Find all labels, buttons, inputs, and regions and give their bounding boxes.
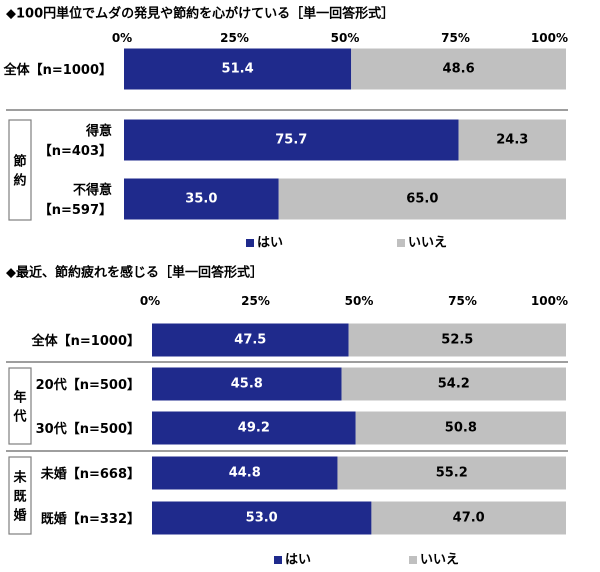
data-label: 52.5 xyxy=(441,333,473,348)
bar-no xyxy=(458,119,566,161)
group-label: 年代 xyxy=(12,390,26,425)
chart-title: ◆最近、節約疲れを感じる［単一回答形式］ xyxy=(6,265,263,281)
data-label: 47.0 xyxy=(453,511,485,526)
x-tick-label: 0% xyxy=(140,294,160,308)
x-tick-label: 0% xyxy=(112,31,132,45)
data-label: 35.0 xyxy=(185,192,217,207)
chart-title: ◆100円単位でムダの発見や節約を心がけている［単一回答形式］ xyxy=(6,6,394,22)
group-label-box xyxy=(8,367,32,445)
data-label: 44.8 xyxy=(229,466,261,481)
bar-yes xyxy=(152,411,356,445)
data-label: 65.0 xyxy=(406,192,438,207)
data-label: 24.3 xyxy=(496,133,528,148)
group-label: 未既婚 xyxy=(12,470,27,524)
x-tick-label: 50% xyxy=(345,294,374,308)
data-label: 51.4 xyxy=(222,62,254,77)
bar-no xyxy=(341,367,566,401)
x-tick-label: 50% xyxy=(331,31,360,45)
bar-yes xyxy=(124,119,459,161)
legend-label: いいえ xyxy=(420,553,459,568)
bar-yes xyxy=(124,178,279,220)
legend-swatch xyxy=(246,239,254,247)
bar-no xyxy=(371,501,566,535)
row-label: 得意【n=403】 xyxy=(39,123,112,159)
x-tick-label: 25% xyxy=(241,294,270,308)
x-tick-label: 75% xyxy=(448,294,477,308)
group-label: 節約 xyxy=(13,154,26,189)
legend-label: はい xyxy=(285,553,311,568)
bar-yes xyxy=(124,48,352,90)
legend-swatch xyxy=(274,556,282,564)
chart-1: ◆100円単位でムダの発見や節約を心がけている［単一回答形式］ 0% 25% 50% 7… xyxy=(3,6,568,251)
legend-label: はい xyxy=(257,236,283,251)
bar-yes xyxy=(152,501,372,535)
data-label: 47.5 xyxy=(234,333,266,348)
data-label: 48.6 xyxy=(443,62,475,77)
row-label: 30代【n=500】 xyxy=(36,421,140,437)
bar-no xyxy=(348,323,566,357)
bar-no xyxy=(278,178,566,220)
row-label: 20代【n=500】 xyxy=(36,377,140,393)
legend-swatch xyxy=(397,239,405,247)
x-tick-label: 25% xyxy=(220,31,249,45)
group-label-box xyxy=(8,119,32,221)
bar-yes xyxy=(152,456,338,490)
data-label: 45.8 xyxy=(231,377,263,392)
data-label: 75.7 xyxy=(275,133,307,148)
group-label-box xyxy=(8,456,32,535)
data-label: 55.2 xyxy=(436,466,468,481)
x-tick-label: 100% xyxy=(531,31,568,45)
bar-yes xyxy=(152,323,349,357)
row-label: 既婚【n=332】 xyxy=(41,511,140,527)
bar-no xyxy=(337,456,566,490)
x-tick-label: 75% xyxy=(441,31,470,45)
row-label: 不得意【n=597】 xyxy=(39,182,112,218)
legend-label: いいえ xyxy=(408,236,447,251)
data-label: 54.2 xyxy=(438,377,470,392)
legend-swatch xyxy=(409,556,417,564)
data-label: 50.8 xyxy=(445,421,477,436)
data-label: 49.2 xyxy=(238,421,270,436)
bar-yes xyxy=(152,367,342,401)
legend: はい いいえ xyxy=(246,236,447,251)
row-label: 全体【n=1000】 xyxy=(31,333,140,349)
data-label: 53.0 xyxy=(246,511,278,526)
bar-no xyxy=(351,48,566,90)
row-label: 未婚【n=668】 xyxy=(40,466,140,482)
bar-no xyxy=(355,411,566,445)
row-label: 全体【n=1000】 xyxy=(3,62,112,78)
legend: はい いいえ xyxy=(274,553,459,568)
x-tick-label: 100% xyxy=(531,294,568,308)
chart-2: ◆最近、節約疲れを感じる［単一回答形式］ 0% 25% 50% 75% 100% 47.5 5… xyxy=(6,265,568,568)
